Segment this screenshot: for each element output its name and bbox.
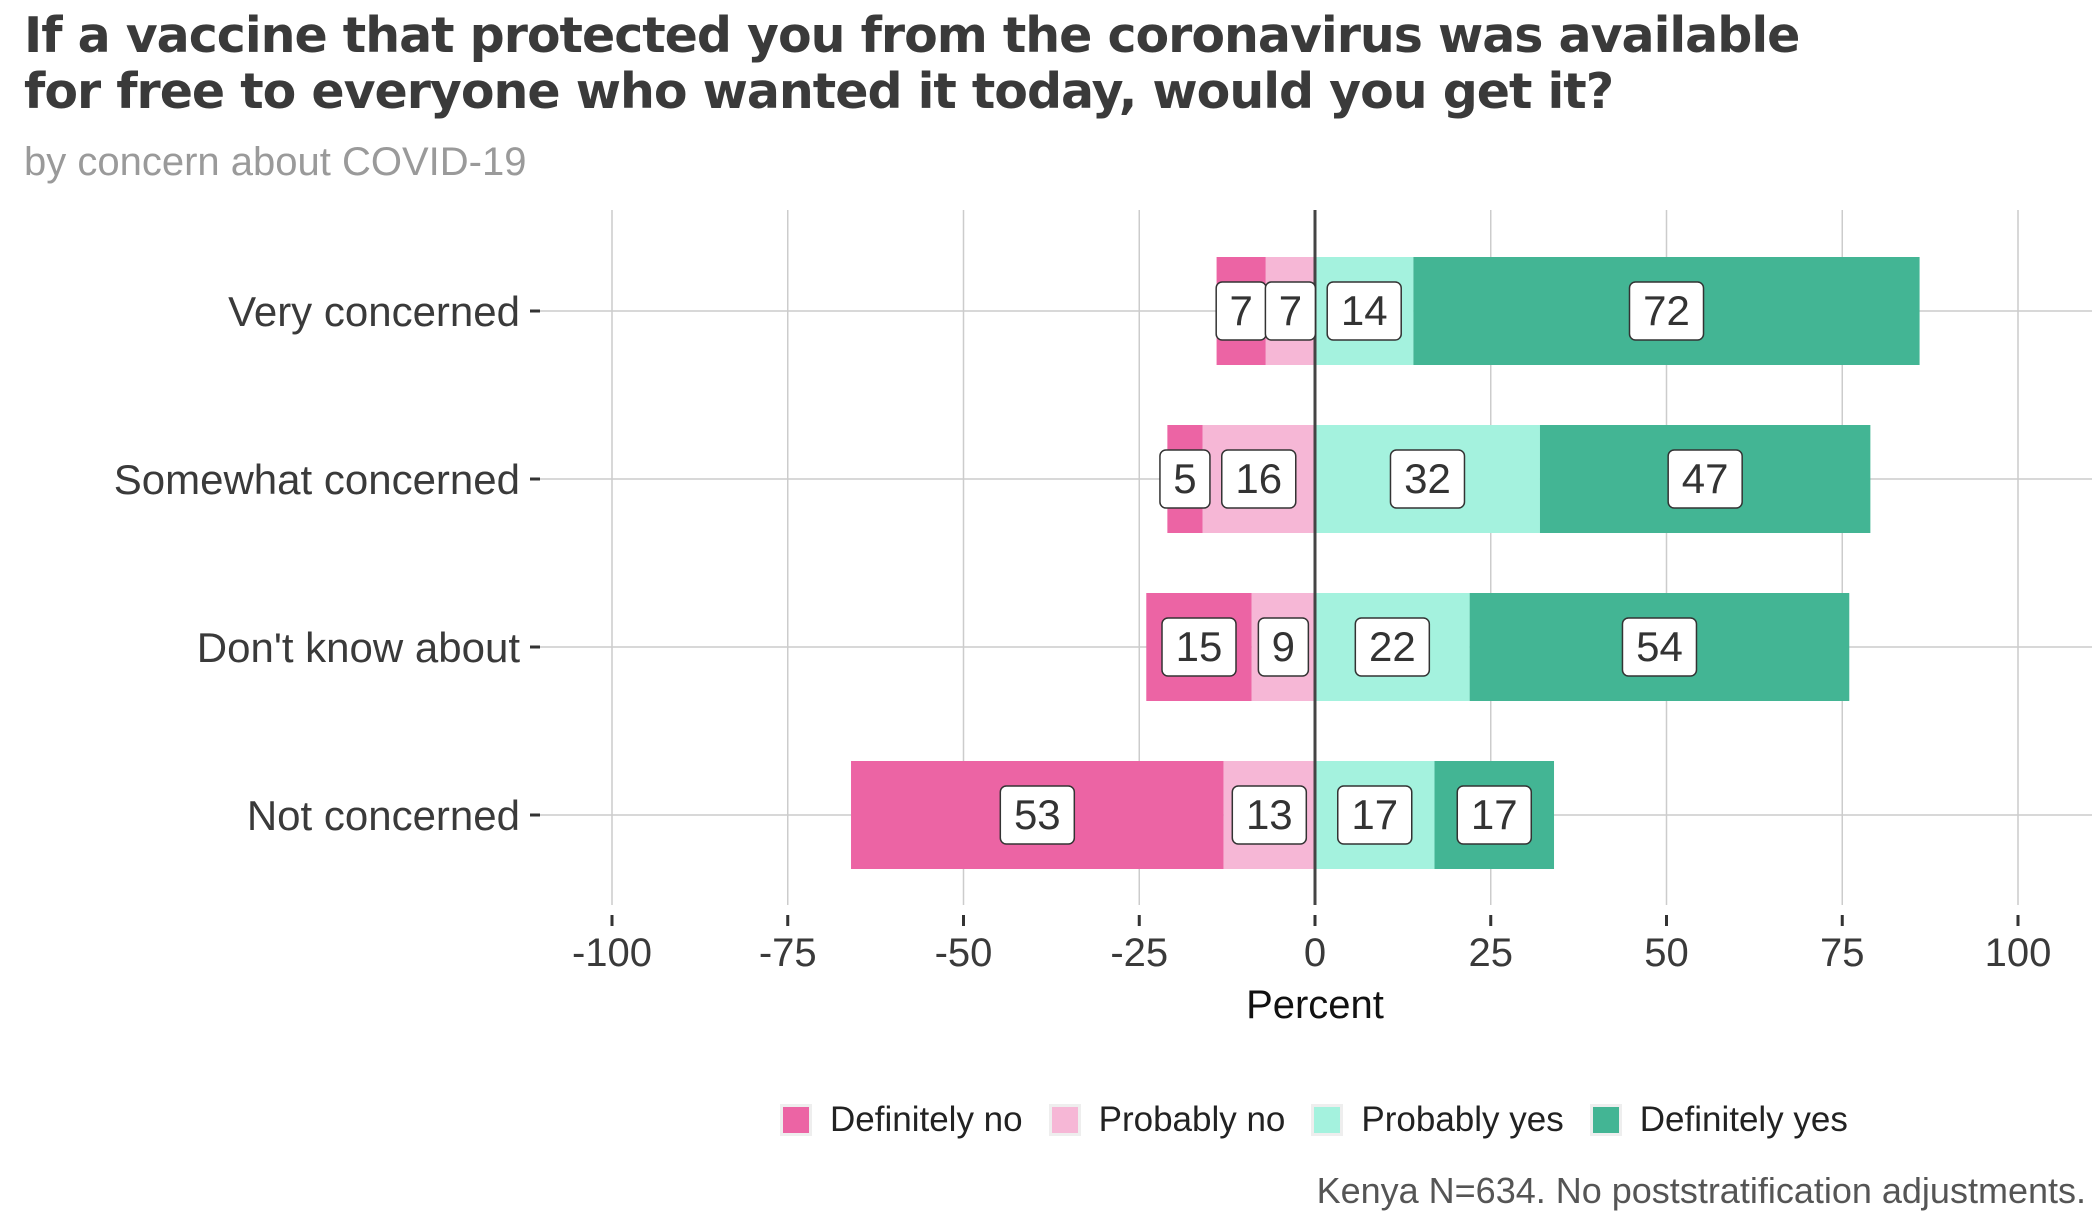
y-tick-label: Very concerned xyxy=(228,288,520,335)
x-tick-label: -25 xyxy=(1110,931,1168,975)
data-label: 47 xyxy=(1682,455,1729,502)
data-label-box xyxy=(1621,617,1698,677)
data-label-box xyxy=(999,785,1076,845)
x-tick-label: -50 xyxy=(935,931,993,975)
legend-swatch xyxy=(1589,1104,1622,1136)
data-label: 54 xyxy=(1636,623,1683,670)
legend-swatch xyxy=(1048,1104,1081,1136)
x-tick-label: 0 xyxy=(1304,931,1326,975)
data-label-box xyxy=(1264,281,1317,341)
x-tick-label: -100 xyxy=(572,931,652,975)
data-label-box xyxy=(1354,617,1431,677)
data-label-box xyxy=(1257,617,1310,677)
x-tick-label: 100 xyxy=(1985,931,2052,975)
data-label: 7 xyxy=(1279,287,1302,334)
data-label: 7 xyxy=(1230,287,1253,334)
data-label-box xyxy=(1221,449,1297,509)
legend-item: Definitely no xyxy=(780,1100,1023,1140)
chart-caption: Kenya N=634. No poststratification adjus… xyxy=(1316,1170,2086,1211)
data-label-box xyxy=(1231,785,1308,845)
y-tick-label: Somewhat concerned xyxy=(114,456,520,503)
data-label: 22 xyxy=(1369,623,1416,670)
legend-label: Definitely yes xyxy=(1639,1100,1848,1139)
x-tick-label: 75 xyxy=(1820,931,1865,975)
chart-legend: Definitely no Probably no Probably yes Defi… xyxy=(780,1095,1874,1145)
legend-swatch xyxy=(1311,1104,1344,1136)
data-label: 32 xyxy=(1404,455,1451,502)
data-label: 5 xyxy=(1173,455,1196,502)
data-label-box xyxy=(1161,617,1237,677)
data-label: 16 xyxy=(1235,455,1282,502)
x-tick-label: 50 xyxy=(1644,931,1689,975)
legend-label: Probably no xyxy=(1098,1100,1286,1139)
data-label: 17 xyxy=(1351,791,1398,838)
data-label-box xyxy=(1326,281,1402,341)
x-tick-label: 25 xyxy=(1469,931,1514,975)
legend-swatch xyxy=(780,1104,812,1136)
data-label: 13 xyxy=(1246,791,1293,838)
data-label: 15 xyxy=(1176,623,1223,670)
data-label: 14 xyxy=(1341,287,1388,334)
data-label: 53 xyxy=(1014,791,1061,838)
chart-subtitle: by concern about COVID-19 xyxy=(24,140,527,184)
y-tick-label: Not concerned xyxy=(247,792,520,839)
legend-item: Probably no xyxy=(1048,1100,1286,1140)
data-label-box xyxy=(1159,449,1211,509)
legend-label: Definitely no xyxy=(830,1100,1023,1139)
data-label-box xyxy=(1456,785,1533,845)
data-label: 72 xyxy=(1643,287,1690,334)
data-label-box xyxy=(1337,785,1413,845)
x-tick-label: -75 xyxy=(759,931,817,975)
x-axis-title: Percent xyxy=(1246,983,1384,1027)
legend-item: Probably yes xyxy=(1311,1100,1564,1140)
data-label: 9 xyxy=(1272,623,1295,670)
chart-title-line-1: If a vaccine that protected you from the… xyxy=(24,7,1800,64)
data-label-box xyxy=(1389,449,1466,509)
data-label-box xyxy=(1628,281,1705,341)
legend-item: Definitely yes xyxy=(1589,1100,1848,1140)
chart-title-line-2: for free to everyone who wanted it today… xyxy=(24,63,1614,120)
data-label: 17 xyxy=(1471,791,1518,838)
chart-title: If a vaccine that protected you from the… xyxy=(24,8,1924,120)
data-label-box xyxy=(1667,449,1743,509)
legend-label: Probably yes xyxy=(1361,1100,1564,1139)
y-tick-label: Don't know about xyxy=(197,624,521,671)
